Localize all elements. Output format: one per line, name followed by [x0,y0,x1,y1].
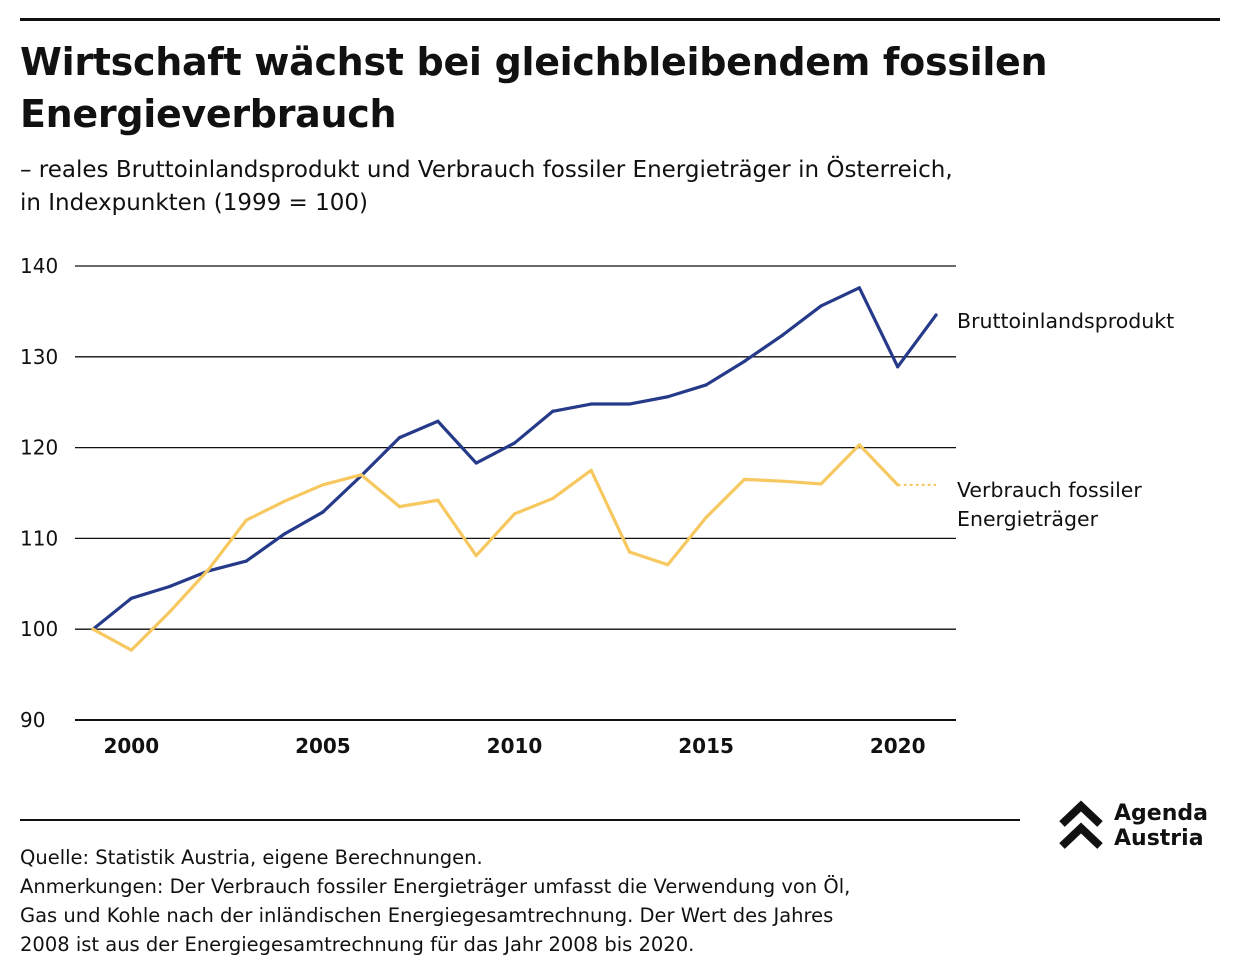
agenda-austria-logo: Agenda Austria [1058,800,1228,856]
series-1-point-2000 [129,596,133,600]
series-2-point-2003 [244,518,248,522]
series-2-point-2017 [781,479,785,483]
series-2-point-2016 [742,477,747,481]
series-2-point-2000 [129,648,133,652]
series-1-point-2004 [282,532,287,536]
series-2-point-2020 [896,483,900,487]
series-1-point-2012 [589,402,593,406]
top-rule [20,18,1220,21]
series-2-point-2010 [512,512,517,516]
series-1-point-2021 [934,313,938,317]
notes-line-2: Gas und Kohle nach der inländischen Ener… [20,904,834,927]
series-1-point-2008 [436,419,440,423]
series-2-point-2005 [321,483,325,487]
series-2-point-2011 [551,496,555,501]
series-1-point-2010 [512,441,517,445]
series-2-point-1999 [91,627,95,631]
series-1-point-2015 [704,383,708,387]
logo-line-2: Austria [1114,826,1204,851]
series-1-label: Bruttoinlandsprodukt [957,309,1174,333]
series-1-point-2019 [857,286,861,290]
source-note: Quelle: Statistik Austria, eigene Berech… [20,846,483,869]
series-2-point-2001 [168,610,172,614]
series-1-point-2003 [244,559,248,563]
series-1-point-2005 [321,510,325,514]
series-1-point-2014 [666,395,670,399]
series-2-label-line-2: Energieträger [957,507,1099,531]
chart-subtitle: – reales Bruttoinlandsprodukt und Verbra… [20,154,1170,220]
series-2-point-2019 [857,443,861,447]
series-2-point-2014 [666,563,670,567]
series-1-point-2016 [742,359,747,363]
series-2-point-2006 [359,473,363,477]
y-tick-label-100: 100 [20,617,58,641]
y-tick-label-120: 120 [20,436,58,460]
logo-line-1: Agenda [1114,801,1208,826]
series-2-point-2015 [704,515,708,520]
x-tick-label-2020: 2020 [870,734,926,758]
logo-wordmark: Agenda Austria [1114,801,1208,851]
series-1-point-2020 [896,365,900,369]
series-1-point-2001 [168,584,172,589]
x-tick-label-2015: 2015 [678,734,734,758]
double-chevron-up-icon [1059,800,1103,849]
x-tick-label-2000: 2000 [103,734,159,758]
notes-line-3: 2008 ist aus der Energiegesamtrechnung f… [20,933,695,956]
series-2-label-line-1: Verbrauch fossiler [957,478,1142,502]
bottom-rule [20,819,1020,821]
line-chart: 90 100 110 120 130 140 2000 2005 2010 2015 2020 Bru… [20,254,1174,758]
series-2-point-2009 [474,554,478,558]
series-1-line [91,286,938,631]
series-2-point-2013 [627,550,632,554]
series-2-line [91,443,900,652]
series-2-point-2004 [282,499,287,503]
notes-line-1: Anmerkungen: Der Verbrauch fossiler Ener… [20,875,851,898]
y-tick-label-140: 140 [20,254,58,278]
series-1-point-2017 [781,333,785,337]
series-1-point-2013 [627,402,632,406]
series-1-point-2011 [551,409,555,413]
x-tick-label-2010: 2010 [487,734,543,758]
series-2-point-2012 [589,468,593,472]
subtitle-line-1: – reales Bruttoinlandsprodukt und Verbra… [20,157,953,183]
chart-title: Wirtschaft wächst bei gleichbleibendem f… [20,40,1048,136]
series-2-point-2008 [436,498,440,502]
y-tick-label-130: 130 [20,345,58,369]
series-2-point-2007 [397,505,402,509]
series-2-point-2018 [819,482,823,486]
series-1-point-2007 [397,436,402,440]
y-tick-label-90: 90 [20,708,45,732]
y-tick-label-110: 110 [20,526,58,550]
x-tick-label-2005: 2005 [295,734,351,758]
footer: Quelle: Statistik Austria, eigene Berech… [20,843,1020,959]
series-1-point-2009 [474,461,478,465]
series-1-point-2018 [819,304,823,308]
subtitle-line-2: in Indexpunkten (1999 = 100) [20,190,368,216]
series-2-point-2002 [206,568,210,572]
